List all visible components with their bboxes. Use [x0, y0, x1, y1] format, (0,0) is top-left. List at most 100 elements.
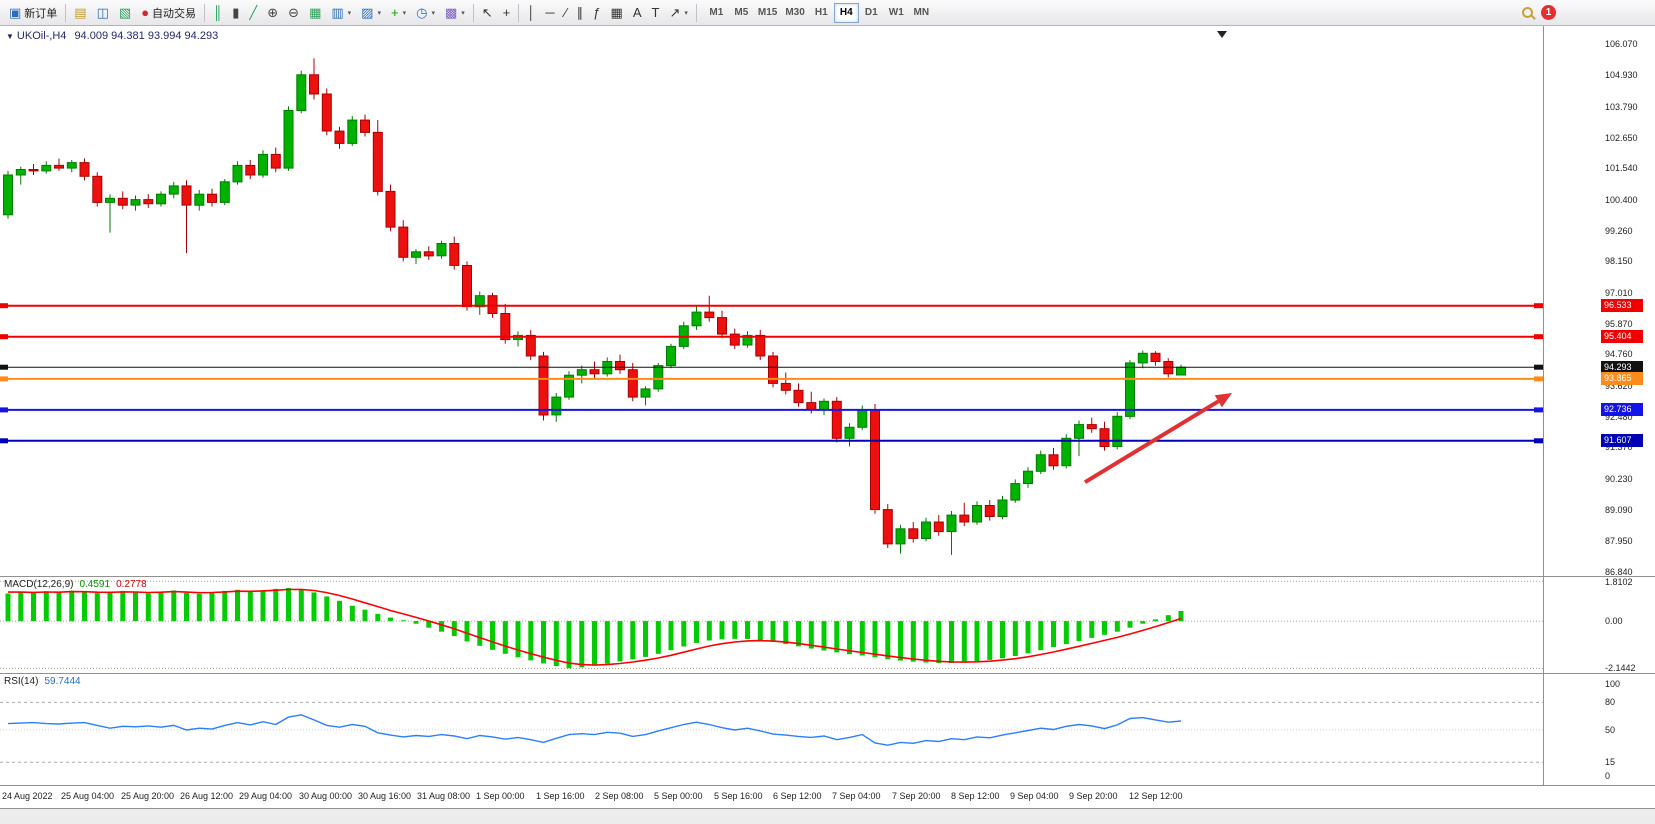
tile-windows-button[interactable]: ▦ [304, 2, 326, 24]
symbol-dropdown-icon[interactable]: ▼ [6, 32, 14, 41]
timeframe-d1-button[interactable]: D1 [859, 3, 884, 23]
timeframe-h1-button[interactable]: H1 [809, 3, 834, 23]
macd-hist-bar [796, 621, 801, 647]
price-axis[interactable]: 106.070 104.930 103.790 102.650 101.540 100.4… [1543, 26, 1655, 577]
timeframe-m1-button[interactable]: M1 [704, 3, 729, 23]
equidistant-channel-button[interactable]: ∥ [572, 2, 589, 24]
charts-profile-button[interactable]: ▤ [69, 2, 91, 24]
candle-body [1125, 362, 1135, 417]
vertical-line-button[interactable]: │ [522, 2, 540, 24]
macd-hist-bar [196, 593, 202, 622]
time-axis[interactable]: 24 Aug 2022 25 Aug 04:00 25 Aug 20:00 26 Au… [0, 786, 1655, 809]
rsi-axis-tick: 100 [1605, 679, 1621, 689]
toolbar-separator [65, 3, 67, 22]
time-tick: 2 Sep 08:00 [595, 791, 644, 801]
macd-hist-bar [43, 591, 49, 622]
candle-body [576, 369, 587, 376]
candle-body [321, 93, 332, 132]
market-watch-button[interactable]: ◫ [92, 2, 114, 24]
macd-hist-bar [107, 592, 113, 622]
templates-button[interactable]: ▩ ▾ [440, 2, 470, 24]
timeframe-w1-button[interactable]: W1 [884, 3, 909, 23]
macd-hist-bar [1051, 621, 1056, 648]
price-tick: 87.950 [1605, 536, 1633, 546]
zoom-out-button[interactable]: ⊖ [283, 2, 304, 24]
data-window-icon: ▧ [118, 5, 132, 20]
macd-hist-bar [82, 591, 87, 622]
new-order-button[interactable]: ▣ 新订单 [4, 2, 62, 24]
trend-arrow[interactable] [1083, 399, 1220, 484]
text-button[interactable]: A [628, 2, 647, 24]
hline-left-marker [0, 407, 8, 413]
cascade-windows-button[interactable]: ▥ ▾ [326, 2, 356, 24]
arrows-button[interactable]: ↗ ▾ [664, 2, 692, 24]
macd-hist-bar [681, 621, 687, 647]
time-tick: 1 Sep 16:00 [536, 791, 585, 801]
macd-hist-bar [694, 621, 699, 643]
candle-body [1099, 428, 1110, 448]
timeframe-m30-button[interactable]: M30 [781, 3, 808, 23]
time-tick: 25 Aug 04:00 [61, 791, 115, 801]
candle-body [207, 193, 217, 203]
timeframe-mn-button[interactable]: MN [909, 3, 934, 23]
candle-chart-type-button[interactable]: ▮ [227, 2, 244, 24]
indicators-button[interactable]: + ▾ [386, 2, 411, 24]
line-chart-type-button[interactable]: ╱ [244, 2, 262, 24]
autotrade-button[interactable]: ● 自动交易 [136, 2, 201, 24]
rsi-axis-tick: 0 [1605, 771, 1611, 781]
arrange-windows-button[interactable]: ▨ ▾ [356, 2, 386, 24]
fibonacci-button[interactable]: ƒ [588, 2, 605, 24]
bar-chart-type-button[interactable]: ║ [208, 2, 227, 24]
time-tick: 30 Aug 00:00 [299, 791, 353, 801]
macd-hist-bar [426, 621, 432, 628]
timeframe-m15-button[interactable]: M15 [754, 3, 781, 23]
macd-hist-bar [770, 621, 776, 642]
macd-hist-bar [362, 609, 368, 622]
chart-shift-marker[interactable] [1217, 31, 1227, 38]
macd-hist-bar [133, 592, 138, 622]
tile-windows-icon: ▦ [309, 5, 322, 20]
price-tick: 102.650 [1605, 133, 1638, 143]
macd-hist-bar [910, 621, 916, 662]
zoom-in-icon: ⊕ [267, 5, 279, 20]
macd-chart[interactable] [0, 577, 1543, 673]
horizontal-line-button[interactable]: ─ [540, 2, 559, 24]
candle-body [704, 311, 715, 319]
macd-hist-bar [1063, 621, 1069, 645]
candle-body [1061, 437, 1072, 467]
candle-body [181, 185, 192, 206]
text-label-button[interactable]: T [646, 2, 664, 24]
zoom-in-button[interactable]: ⊕ [262, 2, 283, 24]
timeframe-m5-button[interactable]: M5 [729, 3, 754, 23]
macd-hist-bar [668, 621, 674, 651]
time-tick: 9 Sep 04:00 [1010, 791, 1059, 801]
rsi-name: RSI(14) [4, 676, 39, 687]
candlestick-chart[interactable] [0, 26, 1543, 576]
crosshair-button[interactable]: + [498, 2, 516, 24]
macd-hist-bar [477, 621, 483, 646]
text-label-icon: T [651, 5, 660, 20]
notification-badge[interactable]: 1 [1541, 5, 1556, 20]
arrange-windows-icon: ▨ [361, 5, 374, 20]
cursor-button[interactable]: ↖ [477, 2, 498, 24]
macd-hist-bar [464, 621, 470, 642]
rsi-chart[interactable] [0, 674, 1543, 785]
candle-body [270, 153, 281, 169]
trendline-button[interactable]: ∕ [560, 2, 572, 24]
macd-hist-bar [69, 590, 75, 622]
candle-body [538, 355, 549, 416]
data-window-button[interactable]: ▧ [114, 2, 136, 24]
price-tick: 86.840 [1605, 567, 1633, 577]
timeframe-h4-button[interactable]: H4 [833, 2, 859, 23]
shapes-button[interactable]: ▦ [606, 2, 628, 24]
candle-body [1048, 454, 1059, 467]
periods-button[interactable]: ◷ ▾ [411, 2, 440, 24]
macd-hist-bar [235, 589, 240, 622]
price-tick: 99.260 [1605, 226, 1633, 236]
search-icon[interactable] [1522, 7, 1533, 18]
macd-axis: 1.8102 0.00 -2.1442 [1543, 577, 1655, 673]
macd-hist-bar [1012, 621, 1018, 656]
candle-body [717, 317, 727, 335]
macd-hist-bar [222, 590, 228, 622]
